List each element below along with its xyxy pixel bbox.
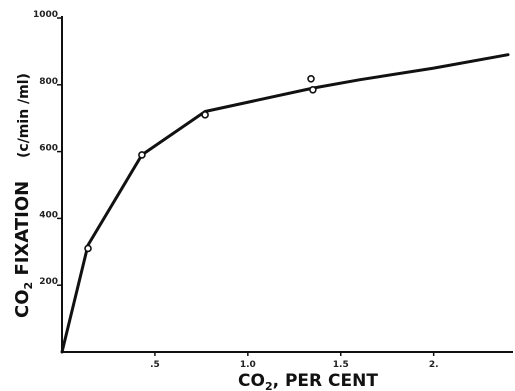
data-point: [84, 244, 92, 253]
ticks: 200 400 600 800 1000 .5 1.0 1.5 2.: [33, 10, 439, 370]
axes: [61, 16, 513, 353]
data-point: [201, 111, 209, 119]
x-axis-title: CO2, PER CENT: [238, 371, 378, 391]
y-axis-title: CO2 FIXATION (c/min /ml): [12, 73, 35, 318]
data-point: [309, 86, 317, 94]
y-tick-label: 200: [39, 277, 58, 287]
x-tick-label: 1.5: [333, 360, 349, 370]
data-point: [138, 151, 146, 159]
y-tick-label: 800: [39, 77, 58, 87]
y-tick-label: 600: [39, 144, 58, 154]
y-axis-unit: (c/min /ml): [16, 73, 32, 158]
series-line: [60, 53, 510, 354]
curve-layer: [60, 53, 510, 354]
point-layer: [84, 74, 317, 253]
x-tick-label: 2.: [429, 360, 439, 370]
y-tick-label: 400: [39, 210, 58, 220]
data-point: [307, 74, 315, 83]
x-tick-label: 1.0: [240, 360, 256, 370]
y-tick-label: 1000: [33, 10, 58, 20]
svg-text:CO2 FIXATION: CO2 FIXATION: [12, 181, 35, 318]
x-tick-label: .5: [150, 360, 160, 370]
